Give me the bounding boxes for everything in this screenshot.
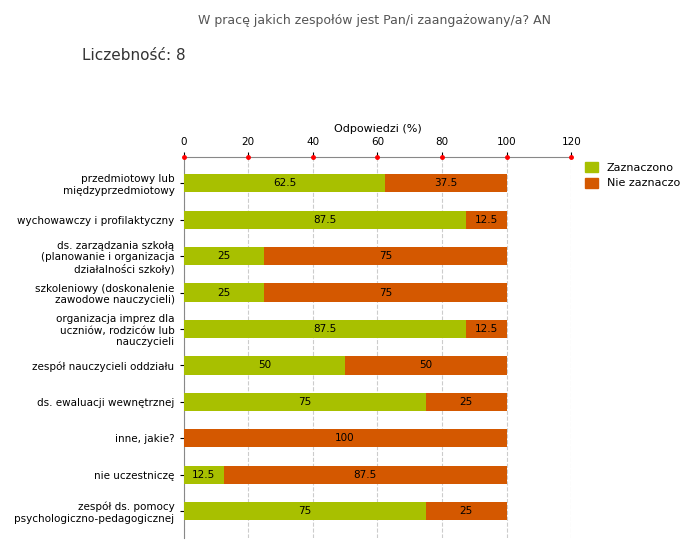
Bar — [184, 502, 426, 520]
Bar — [184, 429, 507, 447]
Bar — [184, 393, 426, 411]
Text: 12.5: 12.5 — [475, 324, 498, 334]
Text: 50: 50 — [420, 361, 432, 370]
Text: 62.5: 62.5 — [273, 178, 296, 188]
Bar — [265, 283, 507, 302]
Bar — [184, 283, 265, 302]
Bar — [184, 356, 345, 375]
Bar — [345, 356, 507, 375]
Text: 12.5: 12.5 — [192, 470, 216, 480]
Text: 87.5: 87.5 — [354, 470, 377, 480]
Bar — [265, 247, 507, 265]
Text: 25: 25 — [460, 506, 473, 516]
Bar — [426, 393, 507, 411]
Text: 87.5: 87.5 — [313, 324, 337, 334]
Text: 75: 75 — [298, 506, 311, 516]
Bar — [426, 502, 507, 520]
Bar — [184, 465, 224, 484]
Text: 87.5: 87.5 — [313, 214, 337, 225]
Text: 25: 25 — [218, 287, 231, 297]
Text: 75: 75 — [379, 251, 392, 261]
Text: 50: 50 — [258, 361, 271, 370]
Bar — [466, 320, 507, 338]
Text: 75: 75 — [298, 397, 311, 407]
Text: 75: 75 — [379, 287, 392, 297]
X-axis label: Odpowiedzi (%): Odpowiedzi (%) — [333, 124, 422, 133]
Text: W pracę jakich zespołów jest Pan/i zaangażowany/a? AN: W pracę jakich zespołów jest Pan/i zaang… — [197, 14, 551, 27]
Text: Liczebność: 8: Liczebność: 8 — [82, 48, 185, 63]
Bar — [386, 174, 507, 192]
Bar — [184, 320, 466, 338]
Text: 100: 100 — [335, 433, 355, 444]
Legend: Zaznaczono, Nie zaznaczono: Zaznaczono, Nie zaznaczono — [585, 162, 680, 188]
Text: 37.5: 37.5 — [435, 178, 458, 188]
Text: 25: 25 — [460, 397, 473, 407]
Bar — [224, 465, 507, 484]
Bar — [466, 211, 507, 229]
Bar — [184, 211, 466, 229]
Text: 25: 25 — [218, 251, 231, 261]
Text: 12.5: 12.5 — [475, 214, 498, 225]
Bar — [184, 247, 265, 265]
Bar — [184, 174, 386, 192]
